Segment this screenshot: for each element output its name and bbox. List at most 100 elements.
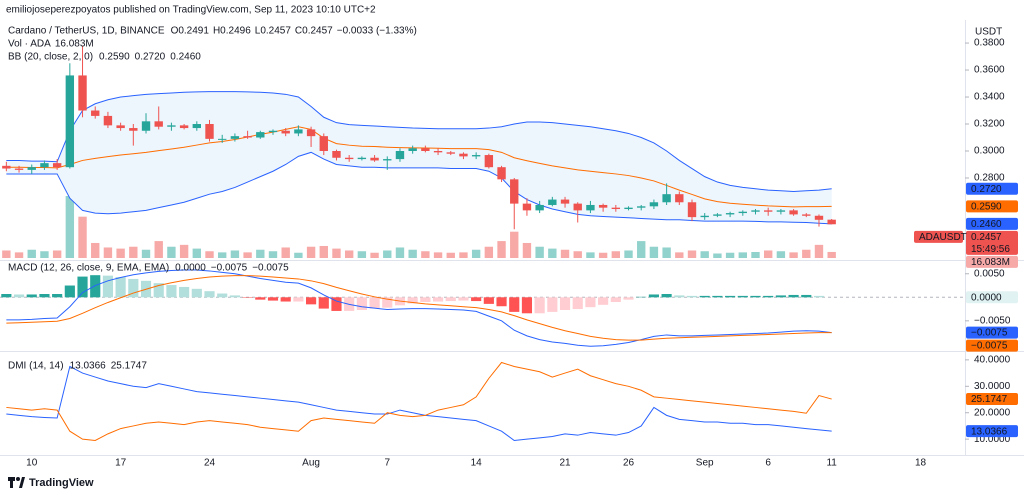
legend-text: 0.2496	[220, 26, 251, 37]
volume-bar	[14, 252, 24, 258]
x-tick-label: 17	[115, 458, 127, 469]
volume-bar	[179, 244, 189, 258]
histogram-bar	[407, 297, 418, 304]
volume-bar	[40, 251, 49, 258]
histogram-bar	[166, 285, 177, 298]
candle-body	[179, 125, 189, 129]
histogram-bar	[382, 297, 393, 308]
volume-bar	[408, 249, 417, 258]
legend-text: Cardano / TetherUS, 1D, BINANCE	[8, 26, 165, 37]
histogram-bar	[585, 297, 596, 308]
histogram-bar	[64, 285, 75, 298]
histogram-bar	[191, 288, 202, 298]
volume-bar	[256, 249, 265, 258]
axis-tag-label: 15:49:56	[971, 244, 1010, 255]
volume-bar	[344, 250, 354, 258]
x-tick-label: 6	[765, 458, 771, 469]
histogram-bar	[1, 294, 12, 298]
volume-bar	[65, 196, 75, 258]
candle-body	[91, 110, 100, 116]
axis-tag-label: 0.2457	[971, 232, 1002, 243]
histogram-bar	[369, 297, 380, 309]
volume-bar	[243, 252, 252, 258]
volume-bar	[649, 246, 659, 258]
histogram-bar	[420, 297, 431, 302]
axis-tag-label: 0.2720	[971, 184, 1002, 195]
volume-bar	[535, 246, 544, 258]
histogram-bar	[293, 297, 304, 302]
candle-body	[471, 155, 481, 157]
volume-bar	[370, 252, 379, 258]
y-tick-label: 0.3600	[974, 65, 1005, 76]
histogram-bar	[179, 286, 190, 298]
candle-body	[751, 210, 760, 212]
candle-body	[167, 125, 176, 127]
x-tick-label: 11	[826, 458, 837, 469]
y-tick-label: 0.3200	[974, 119, 1005, 130]
histogram-bar	[432, 297, 444, 302]
candle-body	[713, 214, 722, 216]
histogram-bar	[775, 295, 786, 298]
histogram-bar	[471, 297, 482, 302]
volume-bar	[548, 248, 557, 258]
candle-body	[649, 202, 659, 207]
y-tick-label: 0.3800	[974, 38, 1005, 49]
candle-body	[700, 215, 709, 218]
candle-body	[687, 202, 697, 218]
histogram-bar	[661, 294, 672, 298]
axis-tag	[966, 326, 1018, 339]
candle-body	[294, 129, 303, 134]
volume-bar	[281, 247, 290, 258]
volume-bar	[560, 249, 570, 258]
candle-body	[154, 121, 163, 127]
axis-tag-label: 0.0000	[971, 292, 1002, 303]
legend-text: 0.2457	[260, 26, 291, 37]
legend-text: BB (20, close, 2, 0)	[8, 52, 93, 63]
volume-bar	[471, 249, 481, 258]
candle-body	[383, 159, 392, 161]
volume-bar	[2, 250, 11, 258]
legend-text: L	[255, 26, 261, 37]
axis-tag	[966, 217, 1018, 230]
y-tick-label: 10.0000	[974, 434, 1011, 445]
candle-body	[129, 128, 138, 131]
axis-tag-label: −0.0075	[971, 341, 1008, 352]
brand-logo	[8, 477, 25, 488]
candle-body	[421, 148, 430, 151]
histogram-bar	[610, 297, 621, 302]
candle-body	[268, 130, 278, 133]
legend-text: 0.2460	[170, 52, 201, 63]
histogram-bar	[699, 295, 710, 298]
candle-body	[573, 203, 582, 211]
candle-body	[802, 214, 811, 216]
histogram-bar	[153, 283, 164, 298]
volume-bar	[776, 251, 786, 258]
histogram-bar	[128, 278, 139, 298]
histogram-bar	[318, 297, 329, 309]
candle-body	[446, 152, 455, 154]
candle-body	[230, 136, 240, 139]
candle-body	[78, 75, 87, 111]
candle-body	[27, 167, 36, 170]
axis-tag-label: 0.2590	[971, 201, 1002, 212]
histogram-bar	[788, 294, 799, 298]
histogram-bar	[229, 295, 240, 298]
axis-tag	[966, 425, 1018, 438]
candle-body	[598, 204, 608, 208]
candle-body	[52, 163, 62, 168]
legend-text: 0.2491	[178, 26, 209, 37]
volume-bar	[662, 247, 671, 258]
histogram-bar	[534, 297, 545, 314]
y-tick-label: 0.3400	[974, 92, 1005, 103]
histogram-bar	[623, 297, 634, 300]
legend-text: H	[213, 26, 220, 37]
histogram-bar	[102, 275, 114, 298]
candle-body	[205, 124, 214, 139]
histogram-bar	[598, 297, 609, 305]
axis-tag	[966, 291, 1018, 304]
histogram-bar	[13, 294, 25, 298]
legend-text: −0.0033 (−1.33%)	[337, 26, 417, 37]
volume-bar	[306, 246, 316, 258]
volume-bar	[141, 249, 151, 258]
